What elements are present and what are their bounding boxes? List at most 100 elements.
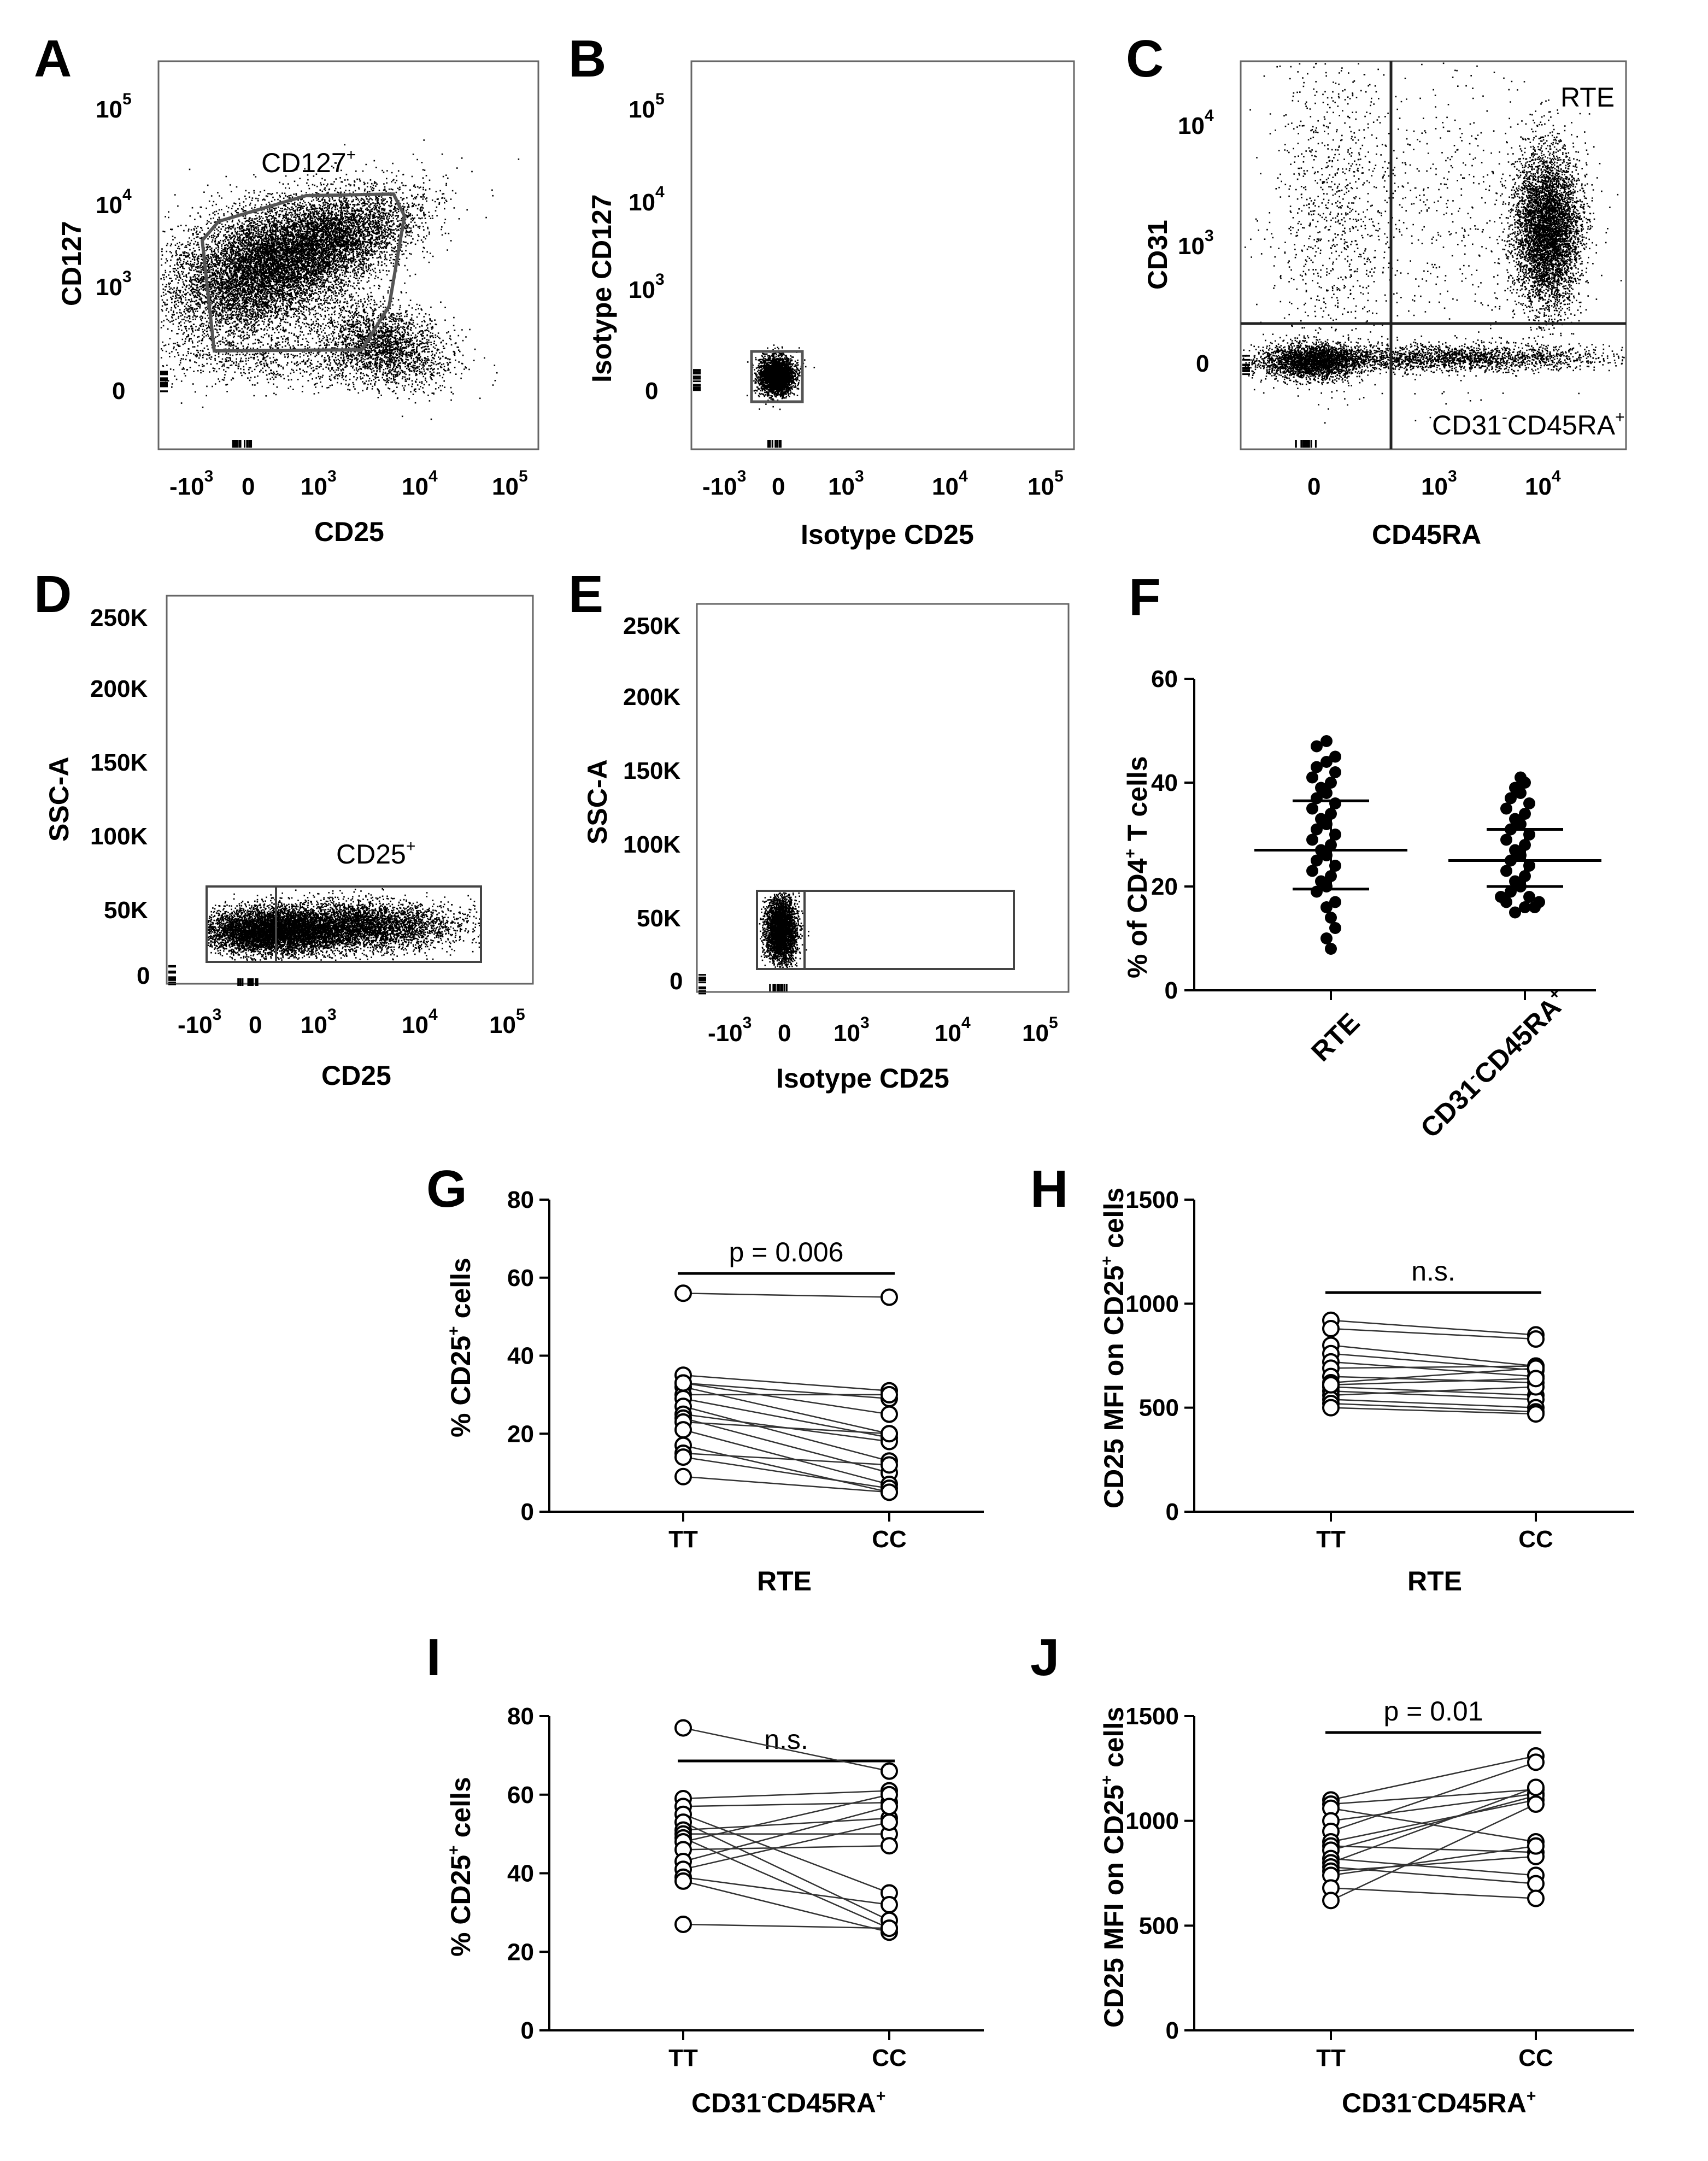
axes-j: 0 500 1000 1500 TT CC p = 0.01	[1125, 1696, 1634, 2071]
pair-line-g	[683, 1293, 890, 1298]
plot-frame-e	[696, 603, 1070, 993]
pair-line-h	[1330, 1402, 1536, 1413]
marks-g	[674, 1284, 898, 1501]
xtick-e-0: 0	[778, 1020, 791, 1047]
ytick-d-0: 0	[137, 962, 150, 989]
ytick-label-i: 60	[507, 1782, 534, 1808]
marks-f	[1254, 735, 1601, 955]
panel-letter-h: H	[1030, 1160, 1068, 1218]
point-tt-g	[674, 1421, 692, 1439]
xtick-d-0: 0	[249, 1012, 262, 1038]
data-point-f	[1320, 818, 1333, 830]
pair-line-i	[683, 1821, 890, 1921]
xtick-b-1e5: 105	[1028, 467, 1064, 500]
point-tt-h	[1322, 1376, 1340, 1394]
xtick-a-0: 0	[242, 473, 255, 500]
dot-cloud	[208, 888, 481, 961]
ytick-label-i: 0	[521, 2017, 534, 2044]
ytick-d-50k: 50K	[104, 897, 148, 924]
data-point-f	[1509, 906, 1521, 919]
panel-b: B 105 104 103 0 Isotype CD127 -103 0 103…	[568, 30, 1075, 550]
pair-line-h	[1330, 1386, 1536, 1396]
ytick-c-1e3: 103	[1178, 227, 1214, 260]
ytick-b-1e3: 103	[629, 271, 665, 303]
axis-rug	[769, 984, 788, 991]
xtick-b-1e4: 104	[932, 467, 968, 500]
xcat-f-rte: RTE	[1305, 1007, 1365, 1067]
quadrant-label-cd31neg-cd45ra: CD31-CD45RA+	[1432, 408, 1625, 441]
data-point-f	[1519, 901, 1531, 913]
data-point-f	[1523, 860, 1535, 872]
ytick-label-i: 20	[507, 1939, 534, 1965]
marks-h	[1322, 1311, 1545, 1423]
data-point-f	[1515, 818, 1527, 830]
xtick-label-g: TT	[668, 1526, 698, 1553]
point-cc-i	[881, 1762, 898, 1780]
dot-cloud	[161, 322, 498, 420]
axes-i: 0 20 40 60 80 TT CC n.s.	[507, 1703, 984, 2071]
xtick-d-1e4: 104	[402, 1006, 438, 1038]
x-axis-a: -103 0 103 104 105	[169, 467, 528, 500]
dot-cloud	[1245, 62, 1453, 424]
gate-label-cd127: CD127+	[261, 146, 356, 178]
point-cc-h	[1527, 1370, 1545, 1388]
data-point-f	[1311, 854, 1323, 867]
point-cc-g	[881, 1288, 898, 1306]
pair-line-j	[1330, 1887, 1536, 1899]
panel-d: D CD25+ 250K 200K 150K 100K 50K 0 SSC-A …	[34, 565, 534, 1091]
axis-rug	[237, 978, 259, 986]
ylabel-f: % of CD4+ T cells	[1122, 756, 1153, 978]
flow-dots-d	[168, 888, 481, 986]
panel-letter-g: G	[426, 1160, 467, 1218]
panel-letter-c: C	[1126, 30, 1164, 88]
ylabel-h: CD25 MFI on CD25+ cells	[1098, 1188, 1129, 1508]
data-point-f	[1311, 885, 1323, 898]
point-tt-g	[674, 1374, 692, 1392]
plot-frame-b	[690, 60, 1075, 450]
ytick-d-100k: 100K	[90, 823, 148, 850]
ytick-label-f: 60	[1151, 666, 1178, 692]
x-axis-c: 0 103 104	[1307, 467, 1561, 500]
ytick-a-1e3: 103	[96, 268, 132, 301]
data-point-f	[1311, 792, 1323, 804]
panel-c: C RTE CD31-CD45RA+ 104 103 0 CD31 0 103 …	[1126, 30, 1627, 550]
point-tt-g	[674, 1284, 692, 1302]
pair-line-i	[683, 1801, 890, 1807]
xtick-e-1e4: 104	[935, 1014, 971, 1047]
xtick-label-h: CC	[1518, 1526, 1553, 1553]
significance-label-j: p = 0.01	[1383, 1696, 1483, 1727]
ytick-e-150k: 150K	[623, 757, 680, 784]
panel-g: G 0 20 40 60 80 TT CC p = 0.006 % CD25+ cells R…	[426, 1160, 984, 1596]
pair-line-h	[1330, 1353, 1536, 1371]
pair-line-g	[683, 1382, 890, 1400]
ytick-e-200k: 200K	[623, 684, 680, 710]
pair-line-i	[683, 1806, 890, 1863]
axis-rug	[1295, 440, 1317, 448]
point-cc-g	[881, 1385, 898, 1404]
ytick-label-i: 80	[507, 1703, 534, 1730]
data-point-f	[1325, 943, 1337, 955]
axes-h: 0 500 1000 1500 TT CC n.s.	[1125, 1187, 1634, 1553]
dot-cloud	[746, 344, 815, 410]
y-axis-b: 105 104 103 0	[629, 90, 665, 404]
xtick-label-j: CC	[1518, 2045, 1553, 2071]
ylabel-j: CD25 MFI on CD25+ cells	[1098, 1707, 1129, 2028]
data-point-f	[1533, 896, 1545, 908]
point-cc-i	[881, 1837, 898, 1855]
dot-cloud	[280, 279, 496, 418]
axis-rug	[1242, 355, 1250, 375]
xlabel-a: CD25	[314, 516, 384, 547]
axes-f: 0 20 40 60	[1151, 666, 1596, 1004]
data-point-f	[1523, 829, 1535, 841]
point-tt-h	[1322, 1320, 1340, 1338]
xtick-b-0: 0	[772, 473, 785, 500]
point-cc-j	[1527, 1753, 1545, 1771]
data-point-f	[1505, 885, 1517, 898]
xcat-f-cd31neg-cd45ra: CD31-CD45RA+	[1414, 984, 1574, 1144]
data-point-f	[1320, 735, 1333, 747]
data-point-f	[1320, 901, 1333, 913]
data-point-f	[1519, 808, 1531, 820]
pair-line-i	[683, 1837, 890, 1929]
point-cc-i	[881, 1798, 898, 1816]
point-cc-j	[1527, 1778, 1545, 1796]
